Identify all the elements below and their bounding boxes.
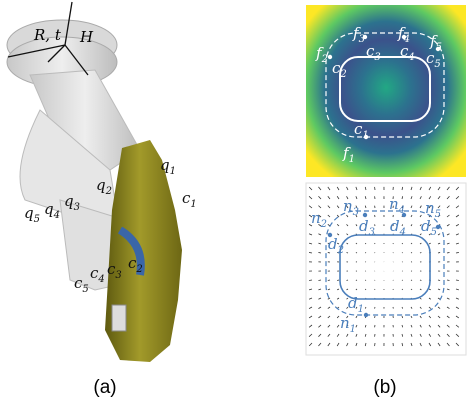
field-arrow [328,280,330,281]
finger-point-label-index: 3 [74,202,80,213]
normal-label-index: 1 [350,324,356,335]
contact-point-label-index: 5 [82,284,88,295]
field-arrow [356,252,357,253]
contact-dot [436,47,440,51]
contact-label-index: 4 [407,52,414,63]
field-arrow [309,280,312,281]
distance-label-symbol: d [328,235,338,253]
field-arrow [337,280,339,281]
contact-label-index: 2 [339,69,346,80]
distance-label-symbol: d [348,294,358,312]
distance-label-symbol: d [359,217,369,235]
field-arrow [365,280,366,281]
contact-point-label-index: 1 [190,199,196,210]
distance-label-symbol: d [390,217,400,235]
contact-label-index: 3 [374,52,380,63]
finger-point-label-symbol: q [160,156,170,174]
normal-label-symbol: n [343,197,353,215]
field-arrow [420,252,421,253]
field-arrow [318,280,321,281]
finger-point-label: q1 [160,156,176,177]
field-arrow [318,252,321,253]
field-arrow [438,280,440,281]
figure: R, t H (a) (b) q1q2q3q4q5c1c2c3c4c5f1f2f… [0,0,472,407]
hand-frame-label: H [79,28,94,46]
contact-point-label-index: 4 [97,274,104,285]
field-arrow [402,280,403,281]
field-arrow [402,243,403,244]
field-arrow [365,252,366,253]
field-arrow [447,252,449,253]
finger-point-label-index: 2 [105,186,112,197]
caption: (b) [373,377,396,398]
normal-label-symbol: n [425,199,435,217]
finger-point-label-index: 4 [53,210,60,221]
finger-point-label-symbol: q [64,192,74,210]
normal-label-symbol: n [340,314,350,332]
normal-label-index: 5 [435,209,441,220]
finger-point-label: q5 [24,204,40,225]
contact-dot [402,213,406,217]
distance-label-index: 4 [399,227,406,238]
field-arrow [347,280,348,281]
field-arrow [438,252,440,253]
contact-dot [328,55,332,59]
distance-label-index: 1 [358,304,364,315]
vector-field-box [306,183,466,355]
field-arrow [447,280,449,281]
contact-point-label: c1 [182,189,197,210]
field-arrow [420,280,421,281]
contact-dot [402,35,406,39]
finger-point-label-symbol: q [44,200,54,218]
field-arrow [402,289,403,290]
force-label-index: 1 [349,154,355,165]
finger-point-label-symbol: q [96,176,106,194]
caption: (a) [93,377,116,398]
field-arrow [309,252,312,253]
distance-label-index: 3 [369,227,375,238]
heatmap [306,5,466,177]
distance-label-index: 5 [431,227,437,238]
contact-point-label-index: 2 [135,264,142,275]
finger-point-label-index: 1 [170,166,176,177]
field-arrow [456,280,459,281]
contact-dot [328,233,332,237]
finger-point-label-symbol: q [24,204,34,222]
contact-label-index: 5 [434,59,440,70]
contact-dot [363,213,367,217]
distance-label-index: 2 [337,245,344,256]
normal-label-symbol: n [311,209,321,227]
field-arrow [402,252,403,253]
contact-dot [436,225,440,229]
contact-dot [364,313,368,317]
contact-point-label-index: 3 [115,270,121,281]
field-arrow [347,252,348,253]
distance-label-symbol: d [421,217,431,235]
frame-label: R, t [33,26,62,44]
field-arrow [411,252,412,253]
contact-dot [363,35,367,39]
field-arrow [356,280,357,281]
field-arrow [456,252,459,253]
field-arrow [411,280,412,281]
normal-label-index: 2 [320,219,327,230]
normal-label-symbol: n [389,195,399,213]
hand-render [7,20,182,362]
force-label-index: 2 [321,54,328,65]
finger-point-label-index: 5 [34,214,40,225]
contact-dot [364,135,368,139]
